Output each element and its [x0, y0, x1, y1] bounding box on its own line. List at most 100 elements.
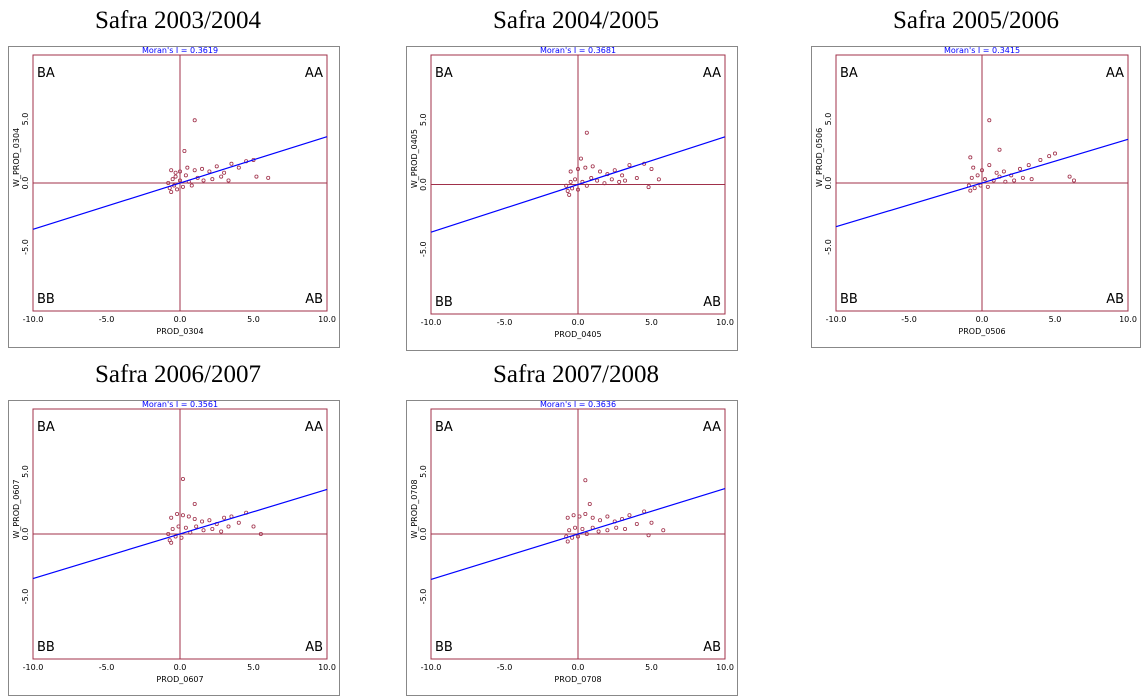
data-point: [567, 192, 572, 197]
data-point: [192, 502, 197, 507]
y-axis-label: W_PROD_0405: [410, 129, 419, 188]
data-point: [602, 181, 607, 186]
data-point: [251, 524, 256, 529]
data-point: [627, 513, 632, 518]
scatter-plot: Moran's I = 0.3636 BA AA BB AB -10.0 -5.0 0.0 5.…: [410, 400, 734, 684]
data-point: [1029, 177, 1034, 182]
data-point: [169, 189, 174, 194]
morans-i-label: Moran's I = 0.3561: [142, 401, 218, 409]
data-point: [192, 168, 197, 173]
data-point: [177, 169, 182, 174]
morans-i-label: Moran's I = 0.3619: [142, 47, 218, 55]
data-point: [620, 173, 625, 178]
data-point: [605, 528, 610, 533]
data-point: [580, 527, 585, 532]
data-point: [219, 174, 224, 179]
data-point: [254, 174, 259, 179]
morans-i-label: Moran's I = 0.3415: [944, 47, 1020, 55]
y-tick-label: -5.0: [824, 239, 833, 255]
data-point: [1038, 157, 1043, 162]
data-point: [192, 118, 197, 123]
data-point: [649, 166, 654, 171]
data-point: [617, 179, 622, 184]
data-point: [568, 169, 573, 174]
data-point: [219, 529, 224, 534]
x-tick-label: -10.0: [23, 315, 44, 324]
data-point: [185, 165, 190, 170]
quadrant-label-ab: AB: [305, 292, 323, 307]
x-tick-label: -5.0: [901, 315, 917, 324]
data-point: [634, 522, 639, 527]
data-point: [623, 178, 628, 183]
morans-i-label: Moran's I = 0.3636: [540, 401, 616, 409]
x-axis-label: PROD_0304: [156, 327, 203, 336]
data-point: [969, 175, 974, 180]
data-point: [584, 531, 589, 536]
data-point: [236, 165, 241, 170]
data-point: [1067, 174, 1072, 179]
quadrant-label-ba: BA: [840, 66, 858, 81]
data-point: [972, 186, 977, 191]
x-tick-label: 5.0: [247, 315, 260, 324]
x-tick-label: 5.0: [1049, 315, 1062, 324]
data-point: [575, 187, 580, 192]
quadrant-label-aa: AA: [703, 420, 721, 435]
data-point: [175, 512, 180, 517]
x-tick-label: 10.0: [318, 315, 336, 324]
data-point: [565, 539, 570, 544]
data-point: [1003, 179, 1008, 184]
data-point: [170, 527, 175, 532]
data-point: [987, 118, 992, 123]
data-point: [627, 163, 632, 168]
data-point: [605, 514, 610, 519]
data-point: [968, 188, 973, 193]
x-axis-label: PROD_0708: [554, 675, 601, 684]
x-tick-label: 5.0: [247, 663, 260, 672]
data-point: [575, 166, 580, 171]
data-point: [1071, 178, 1076, 183]
data-point: [583, 478, 588, 483]
chart-title: Safra 2007/2008: [493, 361, 659, 388]
data-point: [207, 169, 212, 174]
data-point: [177, 178, 182, 183]
data-point: [596, 529, 601, 534]
data-point: [1052, 151, 1057, 156]
data-point: [661, 528, 666, 533]
data-point: [258, 531, 263, 536]
data-point: [179, 535, 184, 540]
quadrant-label-ba: BA: [37, 66, 55, 81]
y-axis-label: W_PROD_0708: [410, 479, 419, 538]
data-point: [214, 164, 219, 169]
data-point: [589, 176, 594, 181]
data-point: [997, 147, 1002, 152]
chart-panel-0405: Safra 2004/2005 Moran's I = 0.3681 BA AA BB…: [406, 6, 746, 356]
data-point: [1047, 154, 1052, 159]
data-point: [590, 164, 595, 169]
data-point: [612, 168, 617, 173]
data-point: [598, 518, 603, 523]
data-point: [222, 515, 227, 520]
data-point: [169, 168, 174, 173]
data-point: [568, 179, 573, 184]
data-point: [598, 169, 603, 174]
data-point: [577, 514, 582, 519]
data-point: [226, 178, 231, 183]
data-point: [583, 165, 588, 170]
data-point: [169, 540, 174, 545]
y-tick-label: -5.0: [21, 589, 30, 605]
data-point: [169, 515, 174, 520]
data-point: [173, 174, 178, 179]
x-tick-label: 0.0: [174, 663, 187, 672]
data-point: [575, 534, 580, 539]
regression-line: [430, 487, 726, 581]
y-tick-label: 5.0: [21, 465, 30, 478]
y-tick-label: -5.0: [419, 241, 428, 257]
y-axis-label: W_PROD_0304: [12, 128, 21, 187]
data-point: [584, 130, 589, 135]
y-tick-label: 5.0: [419, 113, 428, 126]
data-point: [975, 173, 980, 178]
quadrant-label-aa: AA: [305, 420, 323, 435]
x-tick-label: 0.0: [174, 315, 187, 324]
regression-line: [32, 488, 328, 580]
x-tick-label: -10.0: [23, 663, 44, 672]
